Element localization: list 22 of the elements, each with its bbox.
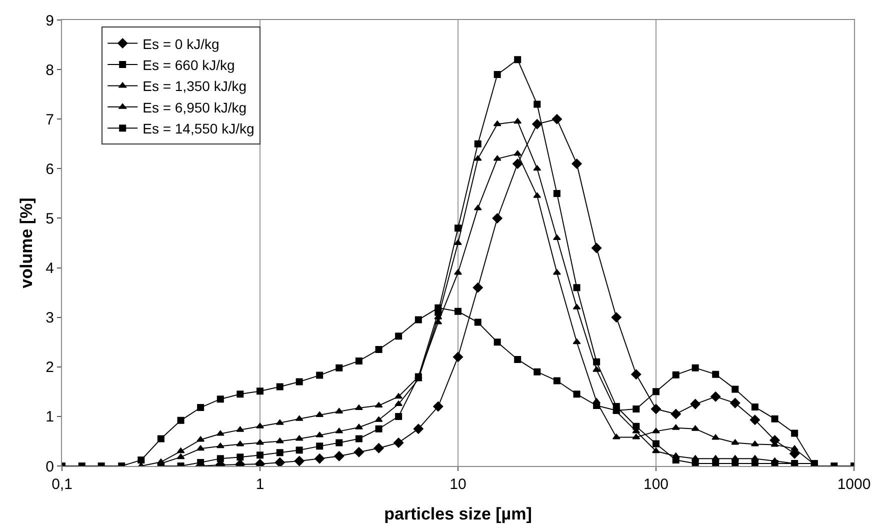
x-tick-label: 100 bbox=[643, 476, 669, 493]
legend-label: Es = 6,950 kJ/kg bbox=[142, 99, 247, 116]
y-tick-label: 6 bbox=[46, 160, 54, 178]
y-tick-label: 9 bbox=[46, 12, 54, 30]
y-axis-title: volume [%] bbox=[17, 198, 36, 288]
y-tick-label: 7 bbox=[46, 111, 54, 128]
y-tick-label: 1 bbox=[46, 408, 54, 426]
x-tick-label: 0,1 bbox=[52, 476, 72, 493]
legend-label: Es = 660 kJ/kg bbox=[142, 56, 235, 73]
y-tick-label: 8 bbox=[46, 62, 54, 79]
y-tick-label: 5 bbox=[46, 210, 54, 228]
x-axis-title: particles size [µm] bbox=[384, 504, 532, 524]
x-tick-label: 10 bbox=[450, 476, 466, 493]
y-tick-label: 0 bbox=[46, 458, 54, 476]
y-tick-label: 4 bbox=[46, 260, 54, 278]
x-tick-label: 1 bbox=[256, 476, 264, 493]
legend-label: Es = 14,550 kJ/kg bbox=[142, 120, 254, 137]
y-tick-label: 3 bbox=[46, 310, 54, 327]
legend-label: Es = 0 kJ/kg bbox=[142, 36, 220, 52]
x-tick-label: 1000 bbox=[837, 476, 871, 493]
legend-label: Es = 1,350 kJ/kg bbox=[142, 78, 247, 94]
y-tick-label: 2 bbox=[46, 359, 54, 376]
